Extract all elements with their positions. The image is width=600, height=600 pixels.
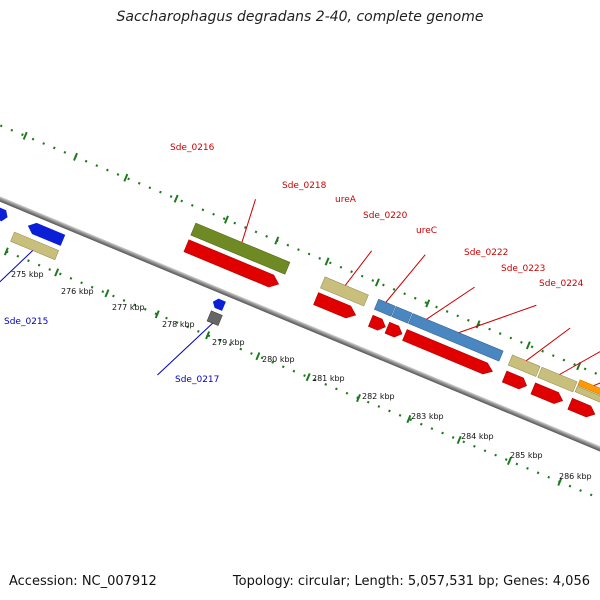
inner-major-tick [3, 247, 9, 256]
inner-major-tick [104, 289, 110, 298]
inner-major-tick [557, 477, 563, 486]
kbp-label: 285 kbp [510, 451, 543, 460]
inner-major-tick [255, 352, 261, 361]
gene-label-urea: ureA [335, 195, 357, 205]
kbp-label: 284 kbp [461, 432, 494, 441]
genome-summary-text: Topology: circular; Length: 5,057,531 bp… [232, 574, 590, 589]
kbp-label: 281 kbp [312, 374, 345, 383]
outer-major-tick [274, 236, 280, 245]
gene-label-sde-0216: Sde_0216 [170, 143, 215, 153]
outer-major-tick [374, 278, 380, 287]
outer-major-tick [173, 194, 179, 203]
outer-ticks [0, 89, 600, 414]
feature-urec [408, 313, 504, 362]
ruler-labels: 275 kbp 276 kbp 277 kbp 278 kbp 279 kbp … [11, 270, 592, 481]
feature-sde-0217-blue [212, 298, 226, 311]
kbp-label: 279 kbp [212, 338, 245, 347]
outer-major-tick [224, 215, 229, 224]
feature-urea [374, 298, 396, 317]
outer-major-tick [123, 173, 129, 182]
outer-major-tick [324, 257, 330, 266]
gene-labels: Sde_0216 Sde_0218 ureA Sde_0220 ureC Sde… [4, 143, 584, 385]
kbp-label: 278 kbp [162, 320, 195, 329]
map-title: Saccharophagus degradans 2-40, complete … [116, 9, 484, 25]
gene-label-sde-0220: Sde_0220 [363, 211, 408, 221]
gene-label-sde-0218: Sde_0218 [282, 181, 327, 191]
cds-urec [402, 329, 493, 375]
feature-sde-0216 [190, 222, 291, 275]
inner-major-tick [305, 373, 311, 382]
kbp-label: 275 kbp [11, 270, 44, 279]
cds-sde-0223 [530, 382, 564, 404]
outer-major-tick [425, 299, 431, 308]
inner-major-tick [507, 456, 512, 465]
inner-major-tick [205, 331, 211, 340]
kbp-label: 280 kbp [262, 355, 295, 364]
cds-sde-0222 [501, 370, 528, 390]
inner-major-ticks [3, 247, 563, 486]
cds-sde-0218 [313, 292, 357, 319]
outer-major-tick [525, 341, 531, 350]
feature-ureb [391, 306, 413, 324]
accession-text: Accession: NC_007912 [9, 574, 157, 589]
kbp-label: 276 kbp [61, 287, 94, 296]
kbp-label: 286 kbp [559, 472, 592, 481]
feature-sde-0215-blue [27, 222, 66, 246]
forward-strand [183, 222, 600, 418]
inner-major-tick [154, 310, 160, 319]
inner-major-tick [356, 393, 361, 403]
cds-urea [368, 314, 386, 331]
outer-major-ticks [22, 131, 582, 371]
gene-label-sde-0215: Sde_0215 [4, 317, 48, 327]
feature-sde-0214 [0, 204, 8, 222]
feature-sde-0218 [320, 276, 369, 307]
cds-sde-0224 [567, 397, 596, 418]
kbp-label: 277 kbp [112, 303, 145, 312]
gene-label-sde-0223: Sde_0223 [501, 264, 545, 274]
backbone [0, 189, 600, 471]
inner-major-tick [54, 268, 60, 277]
gene-label-sde-0217: Sde_0217 [175, 375, 219, 385]
outer-major-tick [576, 362, 582, 371]
kbp-label: 283 kbp [411, 412, 444, 421]
inner-ticks [0, 232, 600, 520]
inner-major-tick [456, 435, 462, 445]
gene-label-sde-0222: Sde_0222 [464, 248, 508, 258]
gene-label-sde-0224: Sde_0224 [539, 279, 584, 289]
feature-sde-0224 [577, 379, 600, 399]
gene-label-urec: ureC [416, 226, 437, 236]
leader-lines [0, 199, 600, 387]
cds-sde-0216 [183, 239, 280, 288]
kbp-label: 282 kbp [362, 392, 395, 401]
outer-major-tick [475, 320, 481, 329]
reverse-strand [0, 204, 226, 326]
outer-major-tick [73, 152, 78, 161]
feature-sde-0217 [206, 310, 223, 326]
cds-ureb [384, 321, 403, 338]
inner-major-tick [406, 414, 412, 424]
outer-major-tick [22, 131, 28, 140]
